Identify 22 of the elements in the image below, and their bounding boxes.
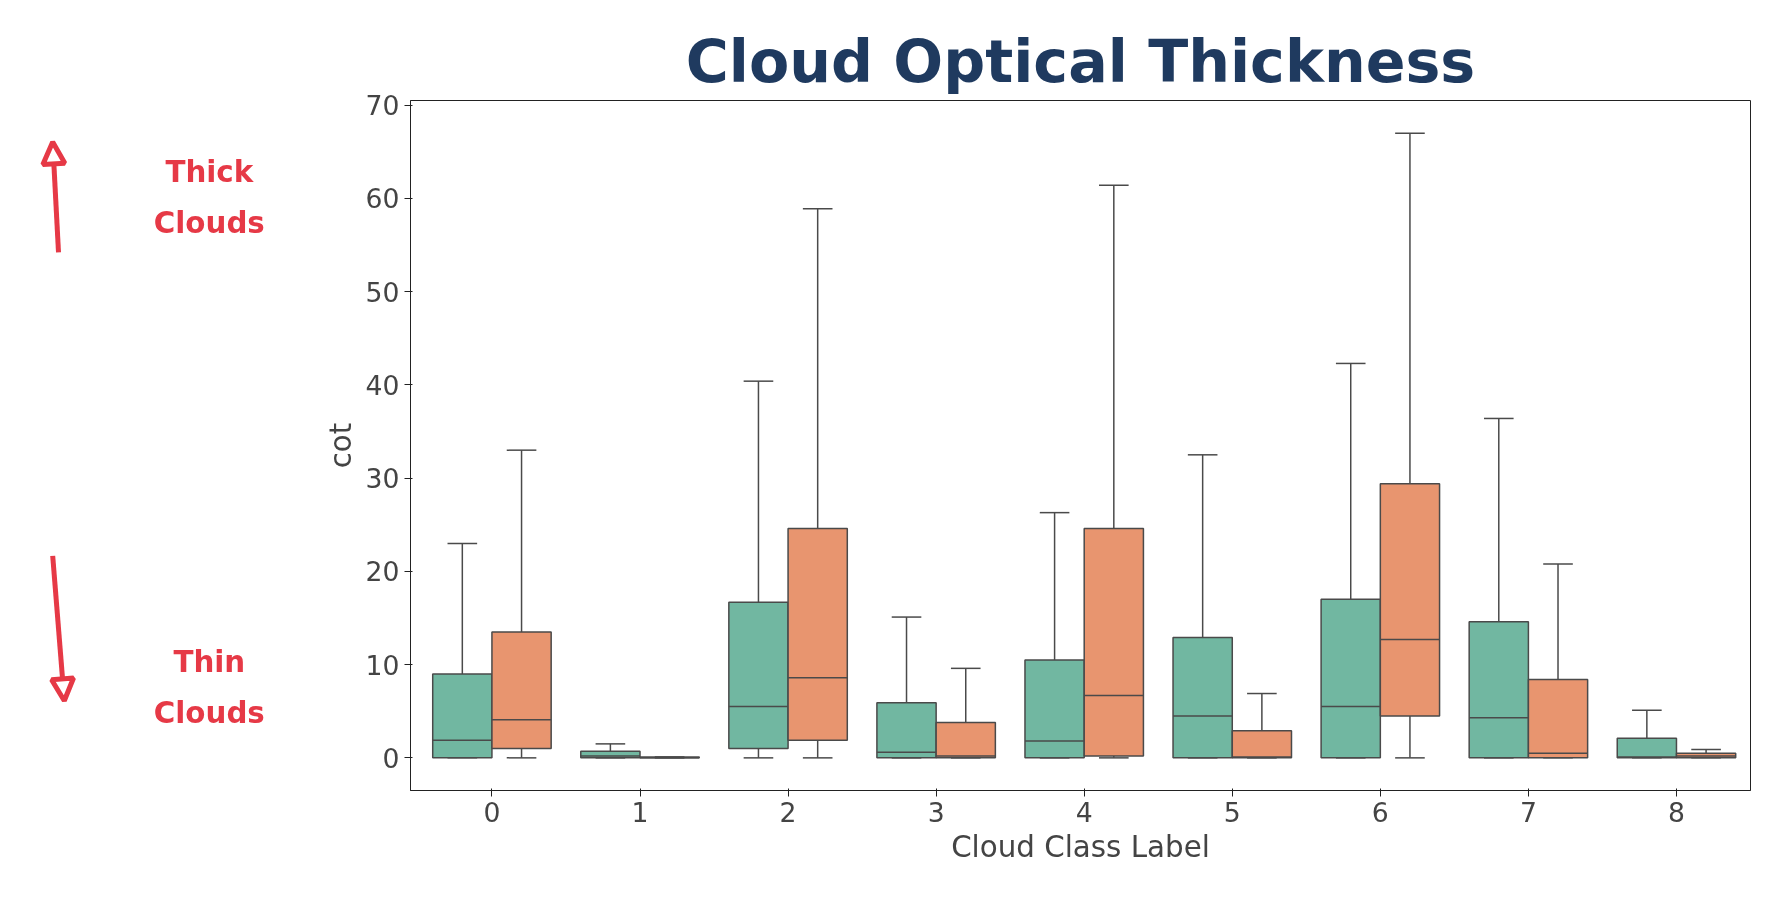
y-tick-label: 70 bbox=[365, 90, 400, 122]
y-tick-label: 20 bbox=[365, 556, 400, 588]
y-tick-label: 40 bbox=[365, 369, 400, 401]
y-tick-label: 30 bbox=[365, 463, 400, 495]
y-axis-title: cot bbox=[323, 422, 358, 469]
y-tick-label: 50 bbox=[365, 276, 400, 308]
x-tick-label: 1 bbox=[631, 796, 649, 828]
x-axis-title: Cloud Class Label bbox=[951, 829, 1210, 864]
text: Thin Clouds bbox=[153, 644, 265, 730]
x-tick-label: 8 bbox=[1667, 796, 1685, 828]
y-tick-label: 60 bbox=[365, 183, 400, 215]
x-tick-label: 0 bbox=[483, 796, 501, 828]
chart-title: Cloud Optical Thickness bbox=[685, 27, 1476, 96]
x-tick-label: 7 bbox=[1519, 796, 1537, 828]
y-tick-label: 0 bbox=[382, 742, 400, 774]
x-tick-label: 5 bbox=[1223, 796, 1241, 828]
x-tick-label: 2 bbox=[779, 796, 797, 828]
y-tick-label: 10 bbox=[365, 649, 400, 681]
text: Thick Clouds bbox=[153, 154, 265, 240]
x-tick-label: 3 bbox=[927, 796, 945, 828]
x-tick-label: 4 bbox=[1075, 796, 1093, 828]
x-tick-label: 6 bbox=[1371, 796, 1389, 828]
